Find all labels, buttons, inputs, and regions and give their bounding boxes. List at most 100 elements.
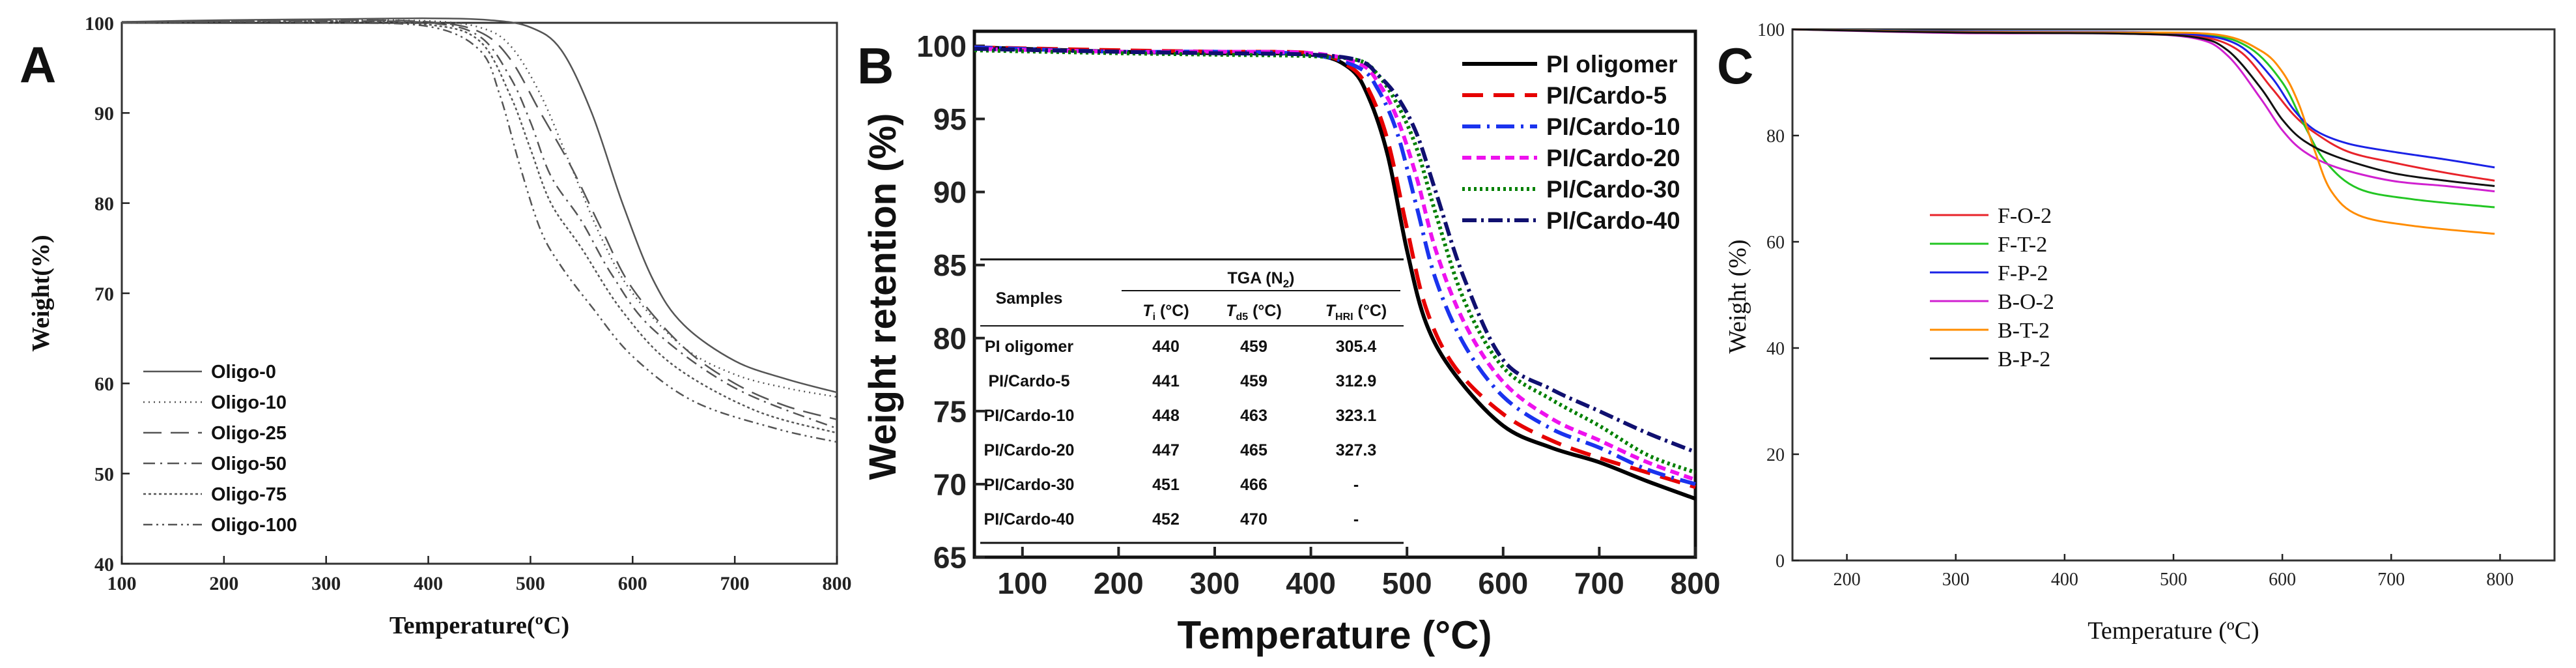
panel-c-x-axis-label: Temperature (ºC)	[2088, 617, 2259, 645]
panel-b-y-axis-label: Weight retention (%)	[862, 113, 904, 480]
panel-c-y-axis-label: Weight (%)	[1724, 239, 1751, 353]
table-cell: PI/Cardo-40	[984, 510, 1075, 529]
x-tick-label: 400	[1286, 566, 1336, 600]
table-cell: -	[1353, 476, 1359, 494]
legend-label: B-T-2	[1998, 319, 2050, 343]
y-tick-label: 80	[1766, 126, 1785, 147]
legend-label: PI/Cardo-20	[1546, 145, 1680, 171]
table-cell: 323.1	[1336, 407, 1377, 425]
series-line-oligo-50	[121, 20, 838, 429]
y-tick-label: 80	[94, 193, 114, 214]
y-tick-label: 70	[933, 467, 967, 501]
series-line-b-p-2	[1792, 28, 2495, 187]
y-tick-label: 40	[1766, 339, 1785, 359]
series-line-b-o-2	[1792, 28, 2495, 193]
table-cell: 463	[1240, 407, 1267, 425]
y-tick-label: 100	[85, 13, 114, 35]
panel-a-x-axis-label: Temperature(ºC)	[389, 612, 569, 639]
panel-b: B 100 200 300 400 500 600 700 800 65 70 75 80 85 90 95…	[857, 29, 1720, 657]
y-tick-label: 65	[933, 541, 967, 575]
panel-c: C 200 300 400 500 600 700 800 0 20 40 60 80 100 F-O-…	[1717, 20, 2556, 645]
panel-c-label: C	[1717, 37, 1753, 94]
table-cell: 466	[1240, 476, 1267, 494]
table-group-header: TGA (N2)	[1228, 269, 1295, 290]
x-tick-label: 800	[2486, 570, 2513, 590]
table-cell: PI/Cardo-20	[984, 441, 1075, 459]
x-tick-label: 300	[311, 573, 341, 594]
table-header-cell: Td5 (°C)	[1226, 302, 1282, 323]
panel-a-y-axis-label: Weight(%)	[27, 235, 55, 351]
table-cell: 452	[1152, 510, 1180, 529]
series-line-oligo-75	[121, 20, 838, 434]
x-tick-label: 200	[209, 573, 238, 594]
x-tick-label: 700	[720, 573, 750, 594]
series-line-b-t-2	[1792, 28, 2495, 235]
y-tick-label: 60	[1766, 233, 1785, 253]
series-line-oligo-0	[121, 17, 838, 394]
y-tick-label: 100	[916, 29, 967, 63]
x-tick-label: 500	[1382, 566, 1432, 600]
y-tick-label: 75	[933, 394, 967, 428]
y-tick-label: 90	[933, 175, 967, 209]
legend-label: F-O-2	[1998, 204, 2052, 228]
table-cell: 448	[1152, 407, 1180, 425]
x-tick-label: 700	[2377, 570, 2405, 590]
y-tick-label: 95	[933, 102, 967, 136]
x-tick-label: 600	[618, 573, 647, 594]
y-tick-label: 40	[94, 554, 114, 575]
x-tick-label: 100	[107, 573, 137, 594]
table-cell: 305.4	[1336, 338, 1377, 356]
table-cell: 451	[1152, 476, 1180, 494]
panel-b-tga-table: TGA (N2) Samples Ti (°C) Td5 (°C) THRI (°C) P…	[980, 258, 1404, 544]
x-tick-label: 300	[1942, 570, 1970, 590]
table-cell: 440	[1152, 338, 1180, 356]
legend-label: PI/Cardo-5	[1546, 82, 1667, 109]
table-cell: PI/Cardo-5	[988, 372, 1069, 390]
y-tick-label: 90	[94, 103, 114, 124]
panel-a-label: A	[20, 36, 56, 93]
legend-label: Oligo-0	[211, 362, 276, 383]
legend-label: Oligo-25	[211, 423, 287, 444]
x-tick-label: 600	[2269, 570, 2296, 590]
series-line-oligo-25	[121, 19, 838, 420]
panel-b-label: B	[857, 37, 894, 94]
legend-label: B-O-2	[1998, 290, 2054, 314]
legend-label: F-P-2	[1998, 261, 2048, 285]
series-line-pi-cardo-40	[974, 46, 1697, 454]
x-tick-label: 400	[2051, 570, 2078, 590]
table-cell: -	[1353, 510, 1359, 529]
legend-label: Oligo-100	[211, 515, 297, 536]
table-cell: 459	[1240, 338, 1267, 356]
x-tick-label: 800	[823, 573, 852, 594]
table-cell: PI/Cardo-30	[984, 476, 1075, 494]
series-line-f-p-2	[1792, 28, 2495, 169]
y-tick-label: 20	[1766, 445, 1785, 465]
x-tick-label: 500	[516, 573, 545, 594]
y-tick-label: 85	[933, 248, 967, 282]
x-tick-label: 600	[1478, 566, 1528, 600]
series-line-f-o-2	[1792, 28, 2495, 182]
y-tick-label: 0	[1776, 551, 1785, 572]
y-tick-label: 80	[933, 321, 967, 355]
legend-label: PI oligomer	[1546, 51, 1677, 78]
table-header-samples: Samples	[996, 289, 1063, 308]
panel-a: A 100 200 300 400 500 600 700 800 40 50 60 70 80 90 10…	[20, 13, 852, 639]
table-cell: 327.3	[1336, 441, 1377, 459]
table-cell: 459	[1240, 372, 1267, 390]
legend-label: Oligo-50	[211, 454, 287, 474]
x-tick-label: 300	[1190, 566, 1240, 600]
legend-label: F-T-2	[1998, 233, 2047, 257]
table-header-cell: THRI (°C)	[1325, 302, 1387, 323]
series-line-oligo-10	[121, 19, 838, 398]
x-tick-label: 100	[997, 566, 1047, 600]
panel-b-x-axis-label: Temperature (°C)	[1178, 613, 1492, 657]
x-tick-label: 700	[1574, 566, 1624, 600]
panel-c-frame	[1791, 28, 2556, 562]
series-line-pi-cardo-30	[974, 48, 1697, 474]
legend-label: Oligo-75	[211, 484, 287, 505]
series-line-pi-cardo-20	[974, 46, 1697, 482]
legend-label: PI/Cardo-30	[1546, 176, 1680, 203]
table-cell: 312.9	[1336, 372, 1377, 390]
table-cell: PI oligomer	[985, 338, 1073, 356]
